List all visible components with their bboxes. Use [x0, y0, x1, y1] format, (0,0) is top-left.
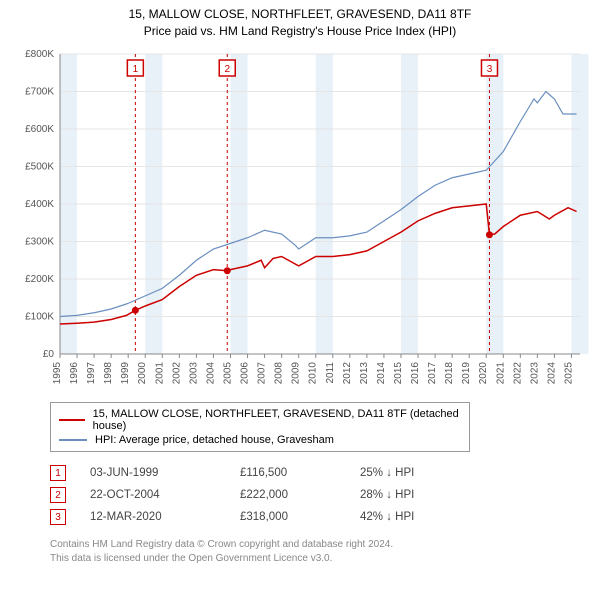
svg-text:2024: 2024	[546, 361, 557, 384]
chart-container: 15, MALLOW CLOSE, NORTHFLEET, GRAVESEND,…	[0, 0, 600, 576]
svg-text:2017: 2017	[427, 361, 438, 384]
tx-badge: 2	[50, 487, 66, 503]
tx-delta: 25% ↓ HPI	[360, 467, 480, 479]
svg-text:1996: 1996	[69, 361, 80, 384]
svg-text:£700K: £700K	[25, 86, 54, 97]
svg-text:3: 3	[487, 64, 493, 75]
tx-date: 22-OCT-2004	[90, 489, 240, 501]
legend: 15, MALLOW CLOSE, NORTHFLEET, GRAVESEND,…	[50, 402, 470, 452]
table-row: 3 12-MAR-2020 £318,000 42% ↓ HPI	[50, 506, 590, 528]
svg-text:2005: 2005	[222, 361, 233, 384]
svg-text:2021: 2021	[495, 361, 506, 384]
svg-text:2000: 2000	[137, 361, 148, 384]
svg-text:1999: 1999	[120, 361, 131, 384]
tx-price: £222,000	[240, 489, 360, 501]
svg-text:2007: 2007	[257, 361, 268, 384]
svg-text:2023: 2023	[529, 361, 540, 384]
svg-text:£600K: £600K	[25, 124, 54, 135]
svg-text:1: 1	[133, 64, 139, 75]
svg-text:2025: 2025	[563, 361, 574, 384]
tx-delta: 42% ↓ HPI	[360, 511, 480, 523]
svg-text:1997: 1997	[86, 361, 97, 384]
svg-text:2008: 2008	[274, 361, 285, 384]
title-block: 15, MALLOW CLOSE, NORTHFLEET, GRAVESEND,…	[10, 6, 590, 40]
svg-text:2018: 2018	[444, 361, 455, 384]
table-row: 1 03-JUN-1999 £116,500 25% ↓ HPI	[50, 462, 590, 484]
svg-text:£800K: £800K	[25, 49, 54, 60]
tx-badge: 1	[50, 465, 66, 481]
footer-line: Contains HM Land Registry data © Crown c…	[50, 538, 590, 552]
legend-swatch	[59, 419, 85, 421]
svg-text:£300K: £300K	[25, 236, 54, 247]
svg-text:2009: 2009	[291, 361, 302, 384]
legend-item-property: 15, MALLOW CLOSE, NORTHFLEET, GRAVESEND,…	[59, 407, 461, 433]
svg-text:2010: 2010	[308, 361, 319, 384]
svg-text:2001: 2001	[154, 361, 165, 384]
svg-text:2011: 2011	[325, 361, 336, 383]
svg-text:2015: 2015	[393, 361, 404, 384]
chart: £0 £100K £200K £300K £400K £500K £600K £700K £80…	[10, 44, 590, 394]
svg-text:2020: 2020	[478, 361, 489, 384]
svg-text:2013: 2013	[359, 361, 370, 384]
tx-delta: 28% ↓ HPI	[360, 489, 480, 501]
svg-text:2016: 2016	[410, 361, 421, 384]
footer: Contains HM Land Registry data © Crown c…	[50, 538, 590, 566]
legend-swatch	[59, 439, 87, 441]
title-subtitle: Price paid vs. HM Land Registry's House …	[10, 23, 590, 40]
tx-date: 03-JUN-1999	[90, 467, 240, 479]
svg-text:2: 2	[224, 64, 230, 75]
svg-text:£400K: £400K	[25, 199, 54, 210]
svg-text:£500K: £500K	[25, 161, 54, 172]
svg-text:1998: 1998	[103, 361, 114, 384]
legend-label: 15, MALLOW CLOSE, NORTHFLEET, GRAVESEND,…	[93, 408, 461, 432]
svg-text:2012: 2012	[342, 361, 353, 384]
legend-item-hpi: HPI: Average price, detached house, Grav…	[59, 433, 461, 447]
transactions-table: 1 03-JUN-1999 £116,500 25% ↓ HPI 2 22-OC…	[50, 462, 590, 528]
svg-text:£0: £0	[43, 349, 55, 360]
title-address: 15, MALLOW CLOSE, NORTHFLEET, GRAVESEND,…	[10, 6, 590, 23]
svg-text:2014: 2014	[376, 361, 387, 384]
svg-text:2002: 2002	[171, 361, 182, 384]
svg-text:£100K: £100K	[25, 311, 54, 322]
legend-label: HPI: Average price, detached house, Grav…	[95, 434, 334, 446]
svg-text:£200K: £200K	[25, 274, 54, 285]
tx-date: 12-MAR-2020	[90, 511, 240, 523]
footer-line: This data is licensed under the Open Gov…	[50, 552, 590, 566]
svg-text:2004: 2004	[205, 361, 216, 384]
svg-text:2019: 2019	[461, 361, 472, 384]
svg-text:2006: 2006	[240, 361, 251, 384]
svg-text:1995: 1995	[52, 361, 63, 384]
svg-text:2003: 2003	[188, 361, 199, 384]
tx-price: £318,000	[240, 511, 360, 523]
chart-svg: £0 £100K £200K £300K £400K £500K £600K £700K £80…	[10, 44, 590, 394]
tx-price: £116,500	[240, 467, 360, 479]
tx-badge: 3	[50, 509, 66, 525]
svg-text:2022: 2022	[512, 361, 523, 384]
table-row: 2 22-OCT-2004 £222,000 28% ↓ HPI	[50, 484, 590, 506]
